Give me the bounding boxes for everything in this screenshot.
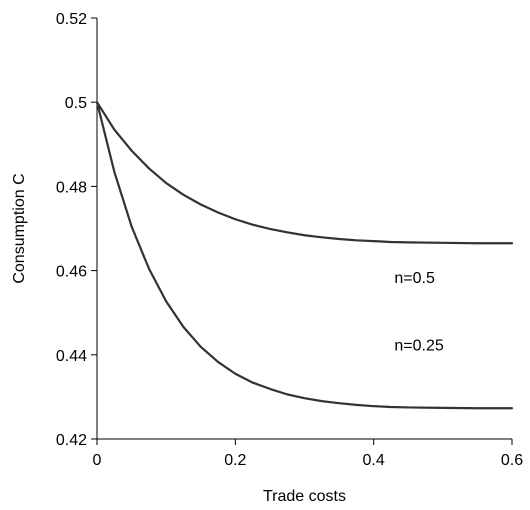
y-tick-label: 0.46 [56,264,87,281]
x-axis-title: Trade costs [263,488,346,505]
y-tick-label: 0.5 [65,95,87,112]
series-line-n-0-5 [95,101,514,245]
series-annotations: n=0.5 n=0.25 [394,270,443,354]
y-axis-title: Consumption C [11,173,28,283]
x-tick-label: 0.6 [501,452,523,469]
y-tick-label: 0.52 [56,11,87,28]
plot-area: 0.42 0.44 0.46 0.48 0.5 0.52 0 0.2 0.4 0.6 n=0.5… [56,11,523,469]
series-line-n-0-25 [95,101,514,410]
x-axis-ticks: 0 0.2 0.4 0.6 [93,439,523,469]
y-tick-label: 0.42 [56,432,87,449]
y-axis-ticks: 0.42 0.44 0.46 0.48 0.5 0.52 [56,11,97,449]
series-lines [95,101,514,410]
x-tick-label: 0.4 [363,452,385,469]
y-tick-label: 0.48 [56,179,87,196]
y-tick-label: 0.44 [56,348,87,365]
series-annotation-label: n=0.25 [394,337,443,354]
x-tick-label: 0.2 [224,452,246,469]
series-annotation-label: n=0.5 [394,270,435,287]
x-tick-label: 0 [93,452,102,469]
